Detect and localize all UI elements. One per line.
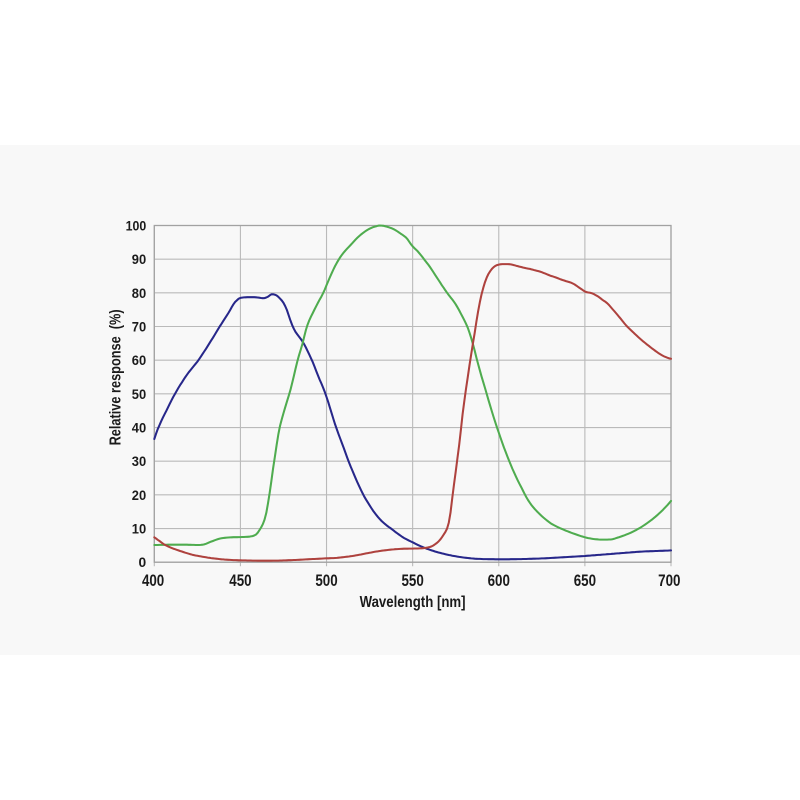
svg-text:40: 40 bbox=[132, 421, 147, 436]
svg-text:650: 650 bbox=[574, 572, 596, 590]
svg-text:50: 50 bbox=[132, 387, 147, 402]
svg-text:600: 600 bbox=[488, 572, 510, 590]
svg-text:30: 30 bbox=[132, 454, 147, 469]
svg-text:Wavelength [nm]: Wavelength [nm] bbox=[360, 594, 466, 611]
svg-text:90: 90 bbox=[132, 252, 147, 267]
svg-text:80: 80 bbox=[132, 286, 147, 301]
svg-text:700: 700 bbox=[658, 572, 680, 590]
svg-text:70: 70 bbox=[132, 320, 147, 335]
svg-text:0: 0 bbox=[139, 555, 147, 570]
svg-text:550: 550 bbox=[402, 572, 424, 590]
svg-text:500: 500 bbox=[315, 572, 337, 590]
svg-text:450: 450 bbox=[229, 572, 251, 590]
svg-text:Relative response (%): Relative response (%) bbox=[108, 309, 125, 445]
svg-text:400: 400 bbox=[142, 572, 164, 590]
svg-text:60: 60 bbox=[132, 353, 147, 368]
svg-text:100: 100 bbox=[126, 219, 147, 234]
svg-text:10: 10 bbox=[132, 522, 147, 537]
svg-text:20: 20 bbox=[132, 488, 147, 503]
